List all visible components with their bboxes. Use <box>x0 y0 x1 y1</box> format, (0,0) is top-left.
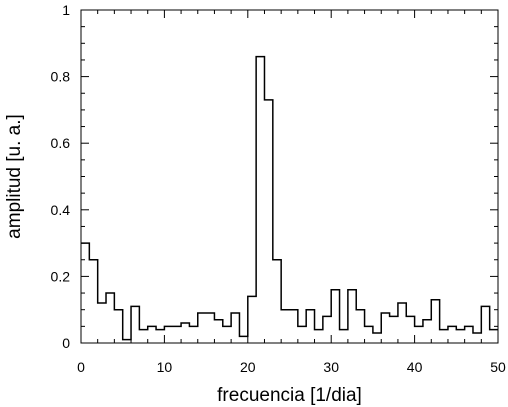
x-tick-label: 40 <box>407 359 423 375</box>
y-tick-label: 0.2 <box>51 268 71 284</box>
spectrum-series-line <box>81 55 498 341</box>
x-tick-label: 50 <box>490 359 506 375</box>
y-axis-label: amplitud [u. a.] <box>4 114 25 239</box>
y-tick-label: 1 <box>62 2 70 18</box>
y-tick-label: 0.4 <box>51 202 71 218</box>
x-tick-label: 20 <box>240 359 256 375</box>
x-tick-label: 0 <box>77 359 85 375</box>
x-axis-label: frecuencia [1/dia] <box>217 385 362 406</box>
y-tick-label: 0.8 <box>51 69 71 85</box>
y-tick-label: 0.6 <box>51 135 71 151</box>
x-tick-label: 30 <box>323 359 339 375</box>
x-tick-labels: 0 10 20 30 40 50 <box>77 359 506 375</box>
x-tick-label: 10 <box>157 359 173 375</box>
plot-frame <box>80 9 499 344</box>
y-tick-label: 0 <box>62 335 70 351</box>
axis-ticks <box>80 9 499 344</box>
y-tick-labels: 0 0.2 0.4 0.6 0.8 1 <box>51 2 71 351</box>
